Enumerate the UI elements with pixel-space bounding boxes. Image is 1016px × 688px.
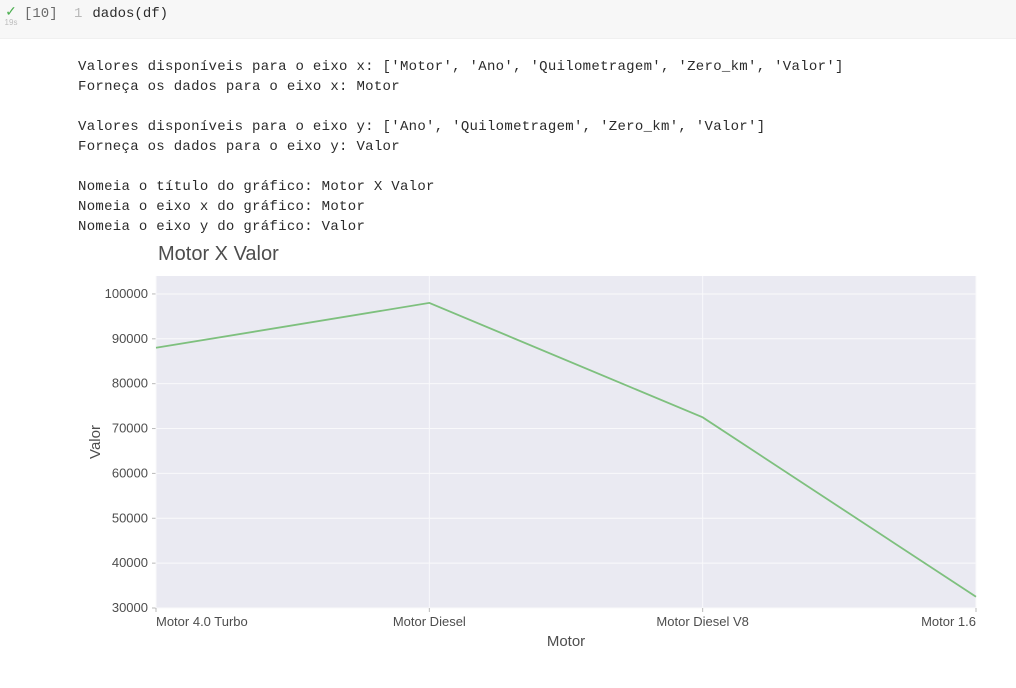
cell-output-text: Valores disponíveis para o eixo x: ['Mot… [0, 39, 1016, 237]
y-tick-label: 80000 [112, 376, 148, 391]
y-tick-label: 70000 [112, 421, 148, 436]
run-status: ✓ 19s [0, 4, 20, 28]
y-tick-label: 90000 [112, 331, 148, 346]
run-duration: 19s [5, 18, 18, 28]
chart-container: Motor X Valor 30000 40000 50000 60000 70000 8… [78, 243, 988, 668]
code-cell-header: ✓ 19s [10] 1 dados(df) [0, 0, 1016, 39]
code-content[interactable]: dados(df) [92, 4, 168, 22]
x-tick-label: Motor Diesel [393, 614, 466, 629]
y-tick-label: 60000 [112, 465, 148, 480]
y-tick-label: 100000 [105, 286, 148, 301]
checkmark-icon: ✓ [5, 4, 17, 18]
y-tick-label: 50000 [112, 510, 148, 525]
y-tick-label: 40000 [112, 555, 148, 570]
execution-count: [10] [20, 4, 64, 22]
y-tick-label: 30000 [112, 600, 148, 615]
plot-background [156, 276, 976, 608]
y-axis-title: Valor [87, 425, 104, 459]
line-chart: 30000 40000 50000 60000 70000 80000 90000 10000… [78, 268, 988, 668]
line-number: 1 [64, 4, 92, 22]
x-axis-title: Motor [547, 633, 585, 650]
chart-title: Motor X Valor [158, 243, 988, 266]
x-tick-label: Motor 1.6 [921, 614, 976, 629]
x-tick-label: Motor 4.0 Turbo [156, 614, 248, 629]
x-tick-label: Motor Diesel V8 [656, 614, 748, 629]
